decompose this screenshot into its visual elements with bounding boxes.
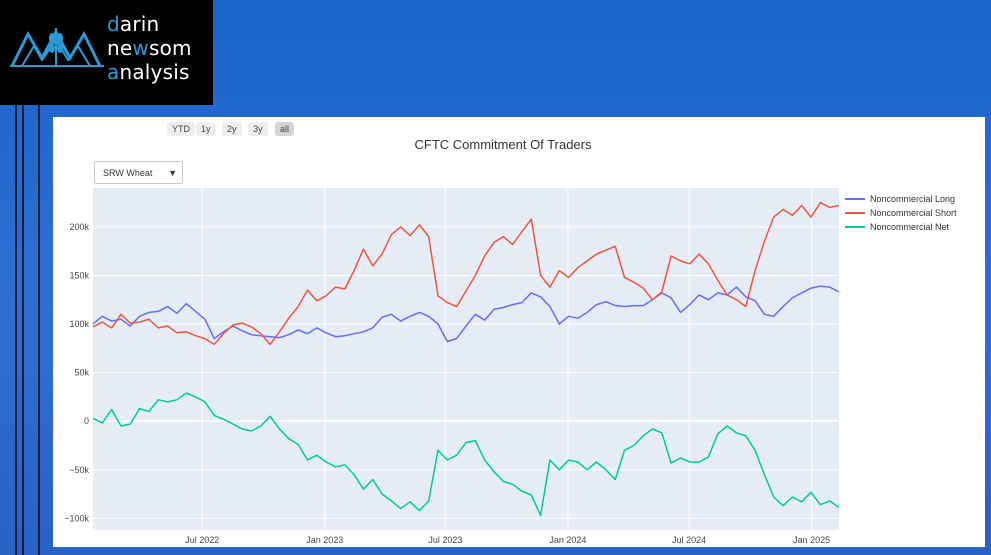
range-button-1y[interactable]: 1y (196, 122, 216, 136)
range-button-3y[interactable]: 3y (248, 122, 268, 136)
range-button-ytd[interactable]: YTD (167, 122, 195, 136)
cot-line-chart: −100k −50k 0 50k 100k 150k 200k Jul 2022 Jan 20… (64, 188, 957, 545)
legend-label[interactable]: Noncommercial Short (870, 208, 957, 218)
plot-area (93, 188, 839, 530)
x-tick-label: Jul 2022 (185, 535, 219, 545)
y-tick-label: −100k (64, 513, 89, 523)
range-button-2y[interactable]: 2y (222, 122, 242, 136)
x-tick-label: Jan 2025 (793, 535, 830, 545)
left-rule (15, 105, 17, 555)
wheat-mountain-logo-icon (10, 28, 104, 67)
legend-label[interactable]: Noncommercial Long (870, 194, 955, 204)
left-rule (38, 105, 40, 555)
chart-title: CFTC Commitment Of Traders (414, 137, 592, 152)
series-line-1[interactable] (92, 201, 840, 346)
y-tick-label: 100k (69, 319, 89, 329)
commodity-dropdown[interactable]: SRW Wheat ▼ (94, 161, 183, 184)
chart-panel: YTD 1y 2y 3y all CFTC Commitment Of Trad… (53, 117, 985, 547)
brand-wordmark: darin newsom analysis (107, 12, 192, 84)
x-tick-label: Jan 2024 (549, 535, 586, 545)
y-tick-label: 200k (69, 222, 89, 232)
range-button-all[interactable]: all (275, 122, 295, 136)
x-tick-label: Jul 2024 (672, 535, 706, 545)
x-tick-label: Jan 2023 (306, 535, 343, 545)
y-tick-label: 0 (84, 416, 89, 426)
legend-label[interactable]: Noncommercial Net (870, 222, 950, 232)
y-tick-label: −50k (69, 465, 89, 475)
left-rule (22, 105, 24, 555)
brand-logo: darin newsom analysis (0, 0, 213, 105)
y-tick-label: 150k (69, 270, 89, 280)
dropdown-selected-value: SRW Wheat (103, 168, 153, 178)
triangle-down-icon: ▼ (168, 168, 177, 178)
series-line-2[interactable] (92, 392, 840, 517)
y-tick-label: 50k (74, 368, 89, 378)
series-line-0[interactable] (92, 285, 840, 343)
x-tick-label: Jul 2023 (428, 535, 462, 545)
